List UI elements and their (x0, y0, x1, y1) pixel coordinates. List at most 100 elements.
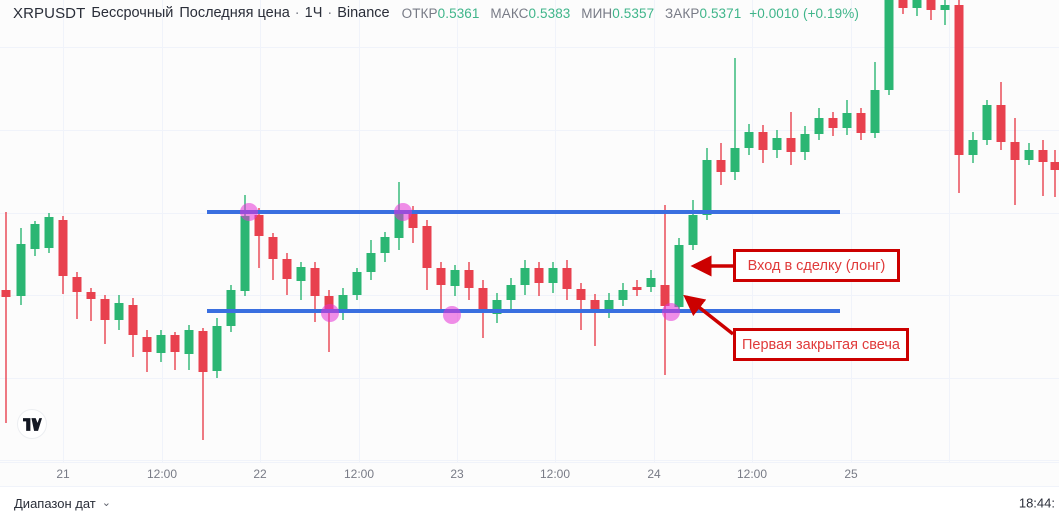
candle-53 (744, 124, 754, 155)
candle-14 (198, 328, 208, 440)
candle-70 (982, 100, 992, 145)
candle-72 (1010, 118, 1020, 205)
candle-75 (1050, 150, 1059, 197)
candle-64 (898, 0, 908, 14)
gridline-vertical-4 (457, 0, 458, 462)
symbol-label[interactable]: XRPUSDT (13, 4, 86, 22)
candle-36 (506, 278, 516, 312)
candle-8 (114, 295, 124, 330)
candle-20 (282, 253, 292, 295)
candle-32 (450, 265, 460, 296)
candle-19 (268, 233, 278, 280)
chart-legend: XRPUSDT Бессрочный Последняя цена · 1Ч ·… (0, 0, 1059, 26)
candle-40 (562, 260, 572, 300)
candle-58 (814, 108, 824, 140)
callout-candle-text: Первая закрытая свеча (742, 336, 900, 353)
open-value: 0.5361 (437, 5, 480, 21)
candle-47 (660, 205, 670, 375)
time-tick-6: 24 (647, 467, 661, 481)
candle-2 (30, 221, 40, 256)
candle-73 (1024, 143, 1034, 165)
legend-separator-2: · (327, 5, 333, 21)
callout-entry-long: Вход в сделку (лонг) (733, 249, 900, 282)
clock-label[interactable]: 18:44: (1018, 495, 1055, 511)
legend-separator-1: · (294, 5, 300, 21)
candle-24 (338, 288, 348, 320)
open-label: ОТКР (401, 5, 438, 21)
candle-52 (730, 58, 740, 180)
candle-10 (142, 330, 152, 372)
chart-plot-area[interactable]: Вход в сделку (лонг) Первая закрытая све… (0, 0, 1059, 462)
candle-25 (352, 268, 362, 300)
candle-26 (366, 240, 376, 280)
candle-71 (996, 82, 1006, 150)
gridline-vertical-9 (949, 0, 950, 462)
candle-27 (380, 232, 390, 262)
exchange-label[interactable]: Binance (337, 5, 390, 21)
gridline-horizontal-3 (0, 295, 1059, 296)
candle-68 (954, 0, 964, 193)
candle-12 (170, 332, 180, 370)
bottom-toolbar: Диапазон дат ⌄ 18:44: (0, 486, 1059, 519)
high-label: МАКС (490, 5, 529, 21)
change-value: +0.0010 (+0.19%) (749, 5, 859, 21)
candle-0 (1, 212, 11, 423)
candle-67 (940, 0, 950, 25)
candle-3 (44, 213, 54, 253)
gridline-horizontal-0 (0, 47, 1059, 48)
candle-50 (702, 148, 712, 220)
candle-69 (968, 132, 978, 163)
touch-marker-resistance-0[interactable] (240, 203, 258, 221)
gridline-vertical-5 (555, 0, 556, 462)
time-axis[interactable]: 21 12:00 22 12:00 23 12:00 24 12:00 25 (0, 462, 1059, 486)
candle-9 (128, 298, 138, 357)
time-tick-0: 21 (56, 467, 70, 481)
gridline-horizontal-5 (0, 460, 1059, 461)
candle-44 (618, 283, 628, 306)
candle-45 (632, 280, 642, 296)
time-tick-7: 12:00 (736, 467, 768, 481)
tradingview-logo-icon[interactable] (17, 409, 47, 439)
candle-57 (800, 126, 810, 160)
candle-65 (912, 0, 922, 16)
time-tick-3: 12:00 (343, 467, 375, 481)
candle-16 (226, 285, 236, 332)
gridline-horizontal-4 (0, 378, 1059, 379)
touch-marker-support-1[interactable] (443, 306, 461, 324)
candle-54 (758, 125, 768, 163)
candle-37 (520, 260, 530, 295)
candle-30 (422, 220, 432, 290)
touch-marker-resistance-1[interactable] (394, 203, 412, 221)
candle-35 (492, 293, 502, 323)
interval-label[interactable]: 1Ч (304, 5, 323, 21)
candle-74 (1038, 140, 1048, 196)
candle-59 (828, 112, 838, 136)
candle-33 (464, 262, 474, 300)
series-type-label: Последняя цена (179, 5, 290, 21)
gridline-horizontal-1 (0, 130, 1059, 131)
candle-31 (436, 262, 446, 310)
candle-15 (212, 318, 222, 378)
candle-5 (72, 272, 82, 319)
candle-1 (16, 228, 26, 305)
annotation-arrows (683, 255, 735, 336)
close-value: 0.5371 (699, 5, 742, 21)
candle-13 (184, 325, 194, 370)
callout-first-closed-candle: Первая закрытая свеча (733, 328, 909, 361)
candle-48 (674, 238, 684, 312)
time-tick-8: 25 (844, 467, 858, 481)
candle-62 (870, 62, 880, 138)
candle-43 (604, 293, 614, 318)
gridline-vertical-3 (359, 0, 360, 462)
low-value: 0.5357 (612, 5, 655, 21)
candle-6 (86, 288, 96, 321)
candle-7 (100, 295, 110, 344)
horizontal-level-lines[interactable] (0, 0, 1059, 462)
date-range-button[interactable]: Диапазон дат ⌄ (14, 496, 111, 511)
touch-marker-support-2[interactable] (662, 303, 680, 321)
candle-18 (254, 208, 264, 268)
chevron-down-icon: ⌄ (101, 496, 111, 509)
candle-66 (926, 0, 936, 20)
touch-marker-support-0[interactable] (321, 304, 339, 322)
